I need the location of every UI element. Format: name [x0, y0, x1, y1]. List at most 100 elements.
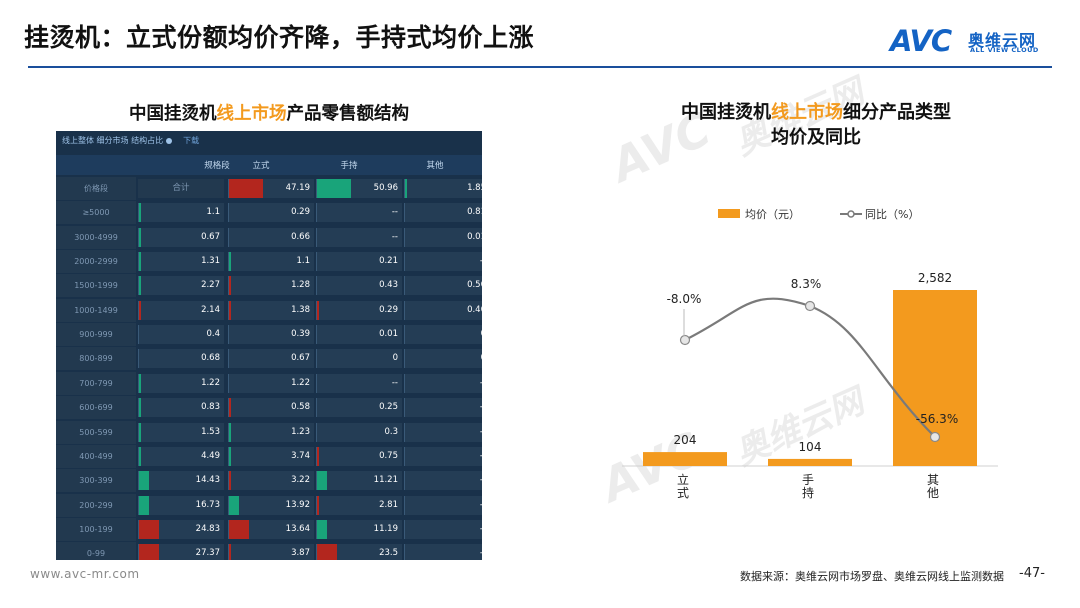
- cell-value: --: [480, 471, 482, 490]
- trend-bar: [139, 495, 149, 515]
- cell-total: 1.53: [138, 422, 224, 442]
- trend-bar: [317, 179, 351, 198]
- cell-standing: 3.22: [228, 471, 314, 491]
- cell-handheld: 0.01: [316, 325, 402, 345]
- trend-bar: [139, 373, 141, 393]
- trend-bar: [317, 495, 319, 515]
- row-label: 1000-1499: [56, 298, 136, 322]
- category-label: 式: [677, 486, 689, 500]
- cell-value: 11.19: [373, 523, 398, 534]
- cell-standing: 13.92: [228, 495, 314, 515]
- cell-standing: 47.19: [228, 179, 314, 198]
- cell-value: 0.4: [206, 329, 220, 340]
- cell-value: 0.43: [379, 280, 398, 291]
- cell-handheld: 23.5: [316, 544, 402, 560]
- cell-other: 0.81: [404, 203, 482, 223]
- cell-value: --: [391, 207, 398, 218]
- page-number: -47-: [1019, 566, 1045, 581]
- left-chart-title: 中国挂烫机线上市场产品零售额结构: [56, 100, 482, 125]
- trend-bar: [139, 519, 159, 539]
- row-label: 500-599: [56, 420, 136, 444]
- row-label: 0-99: [56, 542, 136, 560]
- header-divider: [28, 66, 1052, 68]
- cell-value: --: [391, 377, 398, 388]
- table-row: 600-699 0.83 0.58 0.25 --: [56, 396, 482, 420]
- cell-value: 0.01: [467, 231, 482, 242]
- legend-bar-label: 均价（元）: [745, 208, 800, 221]
- cell-value: --: [480, 496, 482, 515]
- cell-value: 合计: [172, 183, 190, 193]
- trend-bar: [139, 446, 141, 466]
- right-title-line-1: 中国挂烫机线上市场细分产品类型: [616, 100, 1016, 125]
- cell-total: 0.67: [138, 227, 224, 247]
- table-row: 1000-1499 2.14 1.38 0.29 0.46: [56, 298, 482, 323]
- cell-handheld: 0.25: [316, 398, 402, 418]
- category-label: 立: [677, 472, 689, 487]
- download-link[interactable]: 下载: [183, 136, 200, 145]
- trend-bar: [139, 398, 141, 418]
- cell-value: 0.68: [201, 353, 220, 364]
- cell-value: 0.39: [291, 329, 310, 340]
- trend-bar: [139, 227, 141, 247]
- table-row-total: 价格段 合计 47.19 50.96 1.85: [56, 177, 482, 201]
- cell-total: 16.73: [138, 495, 224, 515]
- cell-total: 1.31: [138, 252, 224, 272]
- footer-url: www.avc-mr.com: [30, 567, 140, 581]
- category-label: 持: [802, 485, 814, 500]
- cell-standing: 0.39: [228, 325, 314, 345]
- table-tabs[interactable]: 线上整体 细分市场 结构占比 下载: [62, 135, 199, 146]
- table-row: 500-599 1.53 1.23 0.3 --: [56, 420, 482, 445]
- bar: [643, 452, 727, 466]
- cell-standing: 3.87: [228, 544, 314, 560]
- cell-total: 0.83: [138, 398, 224, 418]
- cell-value: 1.1: [206, 207, 220, 218]
- trend-bar: [229, 544, 231, 560]
- left-title-part-1: 中国挂烫机: [129, 104, 217, 124]
- cell-other: 0: [404, 349, 482, 369]
- table-header: 规格段 立式 手持 其他: [56, 155, 482, 175]
- logo-name-en: ALL VIEW CLOUD: [970, 46, 1039, 54]
- cell-value: 0.56: [467, 280, 482, 291]
- trend-bar: [139, 300, 141, 320]
- row-label: 价格段: [56, 177, 136, 200]
- cell-value: --: [480, 447, 482, 466]
- cell-handheld: 11.19: [316, 519, 402, 539]
- cell-value: 11.21: [373, 475, 398, 486]
- table-row: 200-299 16.73 13.92 2.81 --: [56, 493, 482, 518]
- cell-handheld: 0.3: [316, 422, 402, 442]
- column-header-standing: 立式: [252, 161, 270, 171]
- legend-line-label: 同比（%）: [865, 208, 919, 221]
- trend-bar: [139, 471, 149, 491]
- column-header-segment: 规格段: [204, 161, 230, 171]
- cell-value: 0.21: [379, 256, 398, 267]
- table-tabs-label[interactable]: 线上整体 细分市场 结构占比: [62, 136, 164, 145]
- cell-value: 0.46: [467, 304, 482, 315]
- cell-value: 0: [392, 353, 398, 364]
- line-point: [804, 300, 816, 312]
- left-title-highlight: 线上市场: [216, 104, 287, 124]
- cell-value: --: [480, 398, 482, 417]
- cell-total: 合计: [138, 179, 224, 198]
- right-title-highlight: 线上市场: [771, 102, 843, 123]
- row-label: 400-499: [56, 444, 136, 468]
- cell-standing: 1.23: [228, 422, 314, 442]
- page-title: 挂烫机：立式份额均价齐降，手持式均价上涨: [24, 23, 535, 52]
- legend-bar-swatch: [718, 209, 740, 218]
- trend-bar: [229, 179, 263, 198]
- table-row: 100-199 24.83 13.64 11.19 --: [56, 517, 482, 542]
- cell-other: 0.01: [404, 227, 482, 247]
- table-row: 800-899 0.68 0.67 0 0: [56, 347, 482, 371]
- trend-bar: [139, 276, 141, 296]
- table-row: 2000-2999 1.31 1.1 0.21 --: [56, 250, 482, 274]
- cell-total: 24.83: [138, 519, 224, 539]
- row-label: 3000-4999: [56, 225, 136, 249]
- cell-value: 1.28: [291, 280, 310, 291]
- cell-total: 2.14: [138, 300, 224, 320]
- cell-value: 1.23: [291, 426, 310, 437]
- trend-bar: [317, 544, 337, 560]
- cell-total: 0.4: [138, 325, 224, 345]
- bar: [768, 458, 852, 466]
- avc-logo: AVC 奥维云网 ALL VIEW CLOUD: [890, 24, 1060, 60]
- row-label: 700-799: [56, 371, 136, 395]
- cell-standing: 0.58: [228, 398, 314, 418]
